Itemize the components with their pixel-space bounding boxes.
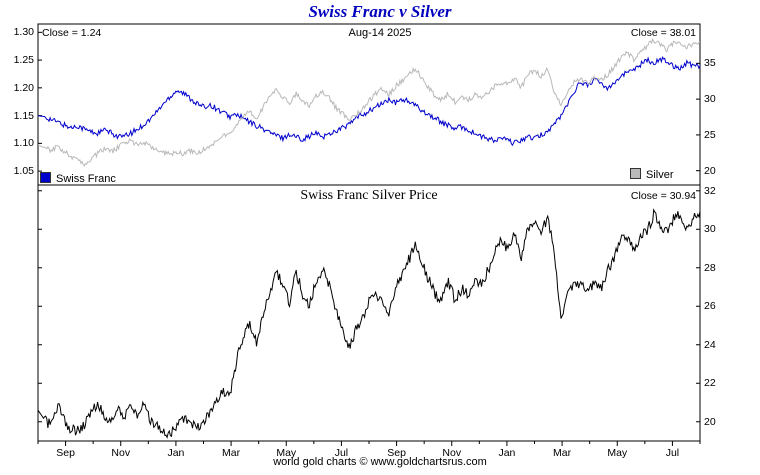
series-line-silver	[37, 37, 701, 167]
series-line-swiss-franc-silver-price	[37, 208, 701, 439]
panel-border-0	[37, 23, 701, 186]
panel-border-1	[37, 184, 701, 442]
series-line-swiss-franc	[37, 56, 701, 147]
